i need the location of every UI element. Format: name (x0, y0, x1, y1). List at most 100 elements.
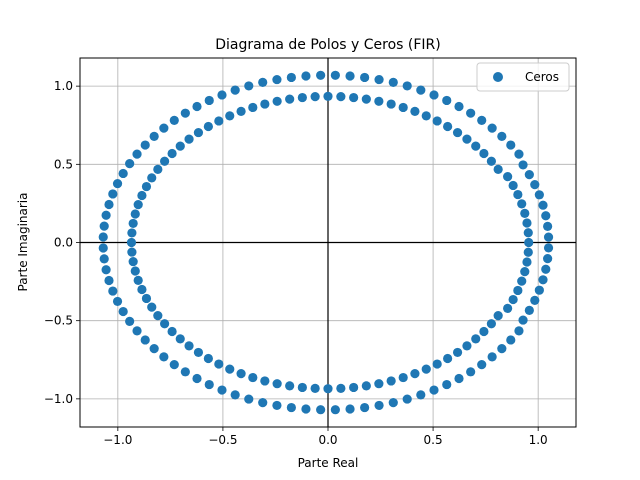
zero-point (471, 334, 481, 344)
zero-point (421, 364, 431, 374)
zero-point (301, 404, 311, 414)
zero-point (108, 286, 118, 296)
zero-point (374, 96, 384, 106)
y-tick-label: −1.0 (44, 392, 73, 406)
zero-point (230, 85, 240, 95)
zero-point (402, 81, 412, 91)
zero-point (497, 131, 507, 141)
x-ticks: −1.0 −0.5 0.0 0.5 1.0 (103, 427, 548, 447)
zero-point (98, 243, 108, 253)
zero-point (101, 265, 111, 275)
zero-point (244, 81, 254, 91)
zero-point (101, 210, 111, 220)
zero-point (286, 402, 296, 413)
zero-point (360, 72, 370, 83)
zero-point (452, 127, 463, 138)
zero-point (159, 352, 169, 362)
zero-point (503, 172, 513, 182)
zero-point (192, 101, 202, 112)
zero-point (534, 285, 544, 295)
zero-point (503, 303, 513, 313)
zero-point (167, 326, 177, 337)
zero-point (543, 221, 553, 232)
zero-point (184, 341, 194, 351)
zero-point (374, 400, 384, 411)
zero-point (522, 218, 532, 228)
zero-point (443, 353, 453, 364)
zero-point (272, 74, 282, 85)
zero-point (236, 369, 246, 379)
zero-point (137, 190, 147, 201)
zero-point (388, 77, 398, 88)
zero-point (125, 316, 135, 326)
zero-point (132, 326, 142, 336)
zero-point (169, 115, 179, 125)
zero-point (543, 232, 554, 242)
zero-point (518, 315, 528, 325)
zero-point (416, 85, 426, 95)
zero-point (487, 123, 497, 133)
zero-point (361, 94, 371, 104)
zero-point (112, 296, 123, 307)
zero-point (132, 149, 142, 159)
zero-point (128, 256, 138, 267)
zero-point (258, 77, 268, 88)
zero-point (225, 111, 235, 121)
zero-point (410, 369, 420, 379)
zero-point (118, 168, 128, 179)
zero-point (466, 367, 476, 377)
zero-point (524, 170, 534, 180)
zero-point (530, 180, 540, 190)
zero-point (336, 383, 346, 393)
zero-point (217, 90, 227, 100)
zero-point (374, 74, 384, 85)
zero-point (147, 302, 157, 312)
legend-marker-ceros (493, 72, 503, 82)
zero-point (225, 364, 235, 374)
zero-point (361, 381, 371, 391)
zero-point (133, 275, 143, 285)
zero-point (421, 111, 431, 121)
zero-point (543, 243, 554, 253)
zero-point (204, 379, 214, 390)
zero-point (192, 373, 202, 384)
zero-point (310, 92, 320, 102)
zero-point (541, 264, 551, 274)
zero-point (497, 344, 507, 354)
x-tick-label: −0.5 (208, 433, 237, 447)
zero-point (506, 335, 516, 345)
zero-point (479, 326, 489, 337)
zero-point (443, 121, 453, 132)
x-tick-label: 1.0 (529, 433, 548, 447)
zero-point (316, 405, 326, 415)
zero-point (141, 293, 152, 304)
zero-point (530, 295, 540, 305)
zero-point (452, 347, 463, 358)
zero-point (524, 305, 534, 315)
zero-point (479, 148, 489, 159)
zero-point (462, 134, 472, 144)
zero-point (523, 247, 533, 257)
zero-point (402, 394, 412, 404)
zero-point (130, 266, 140, 276)
zero-point (126, 237, 137, 248)
zero-point (127, 228, 137, 238)
zeros-series (98, 70, 554, 415)
zero-point (477, 115, 487, 125)
zero-point (538, 275, 548, 285)
zero-point (493, 311, 503, 321)
zero-point (203, 121, 213, 132)
zero-point (508, 294, 518, 305)
zero-point (244, 394, 254, 404)
legend-label-ceros: Ceros (525, 70, 559, 84)
zero-point (541, 211, 551, 221)
zero-point (137, 284, 147, 295)
zero-point (513, 285, 523, 296)
zero-point (175, 141, 185, 151)
zero-point (98, 232, 108, 242)
zero-point (128, 218, 138, 229)
zero-point (518, 160, 528, 170)
zero-point (204, 95, 214, 106)
legend-box (476, 62, 570, 92)
zero-point (193, 347, 204, 358)
